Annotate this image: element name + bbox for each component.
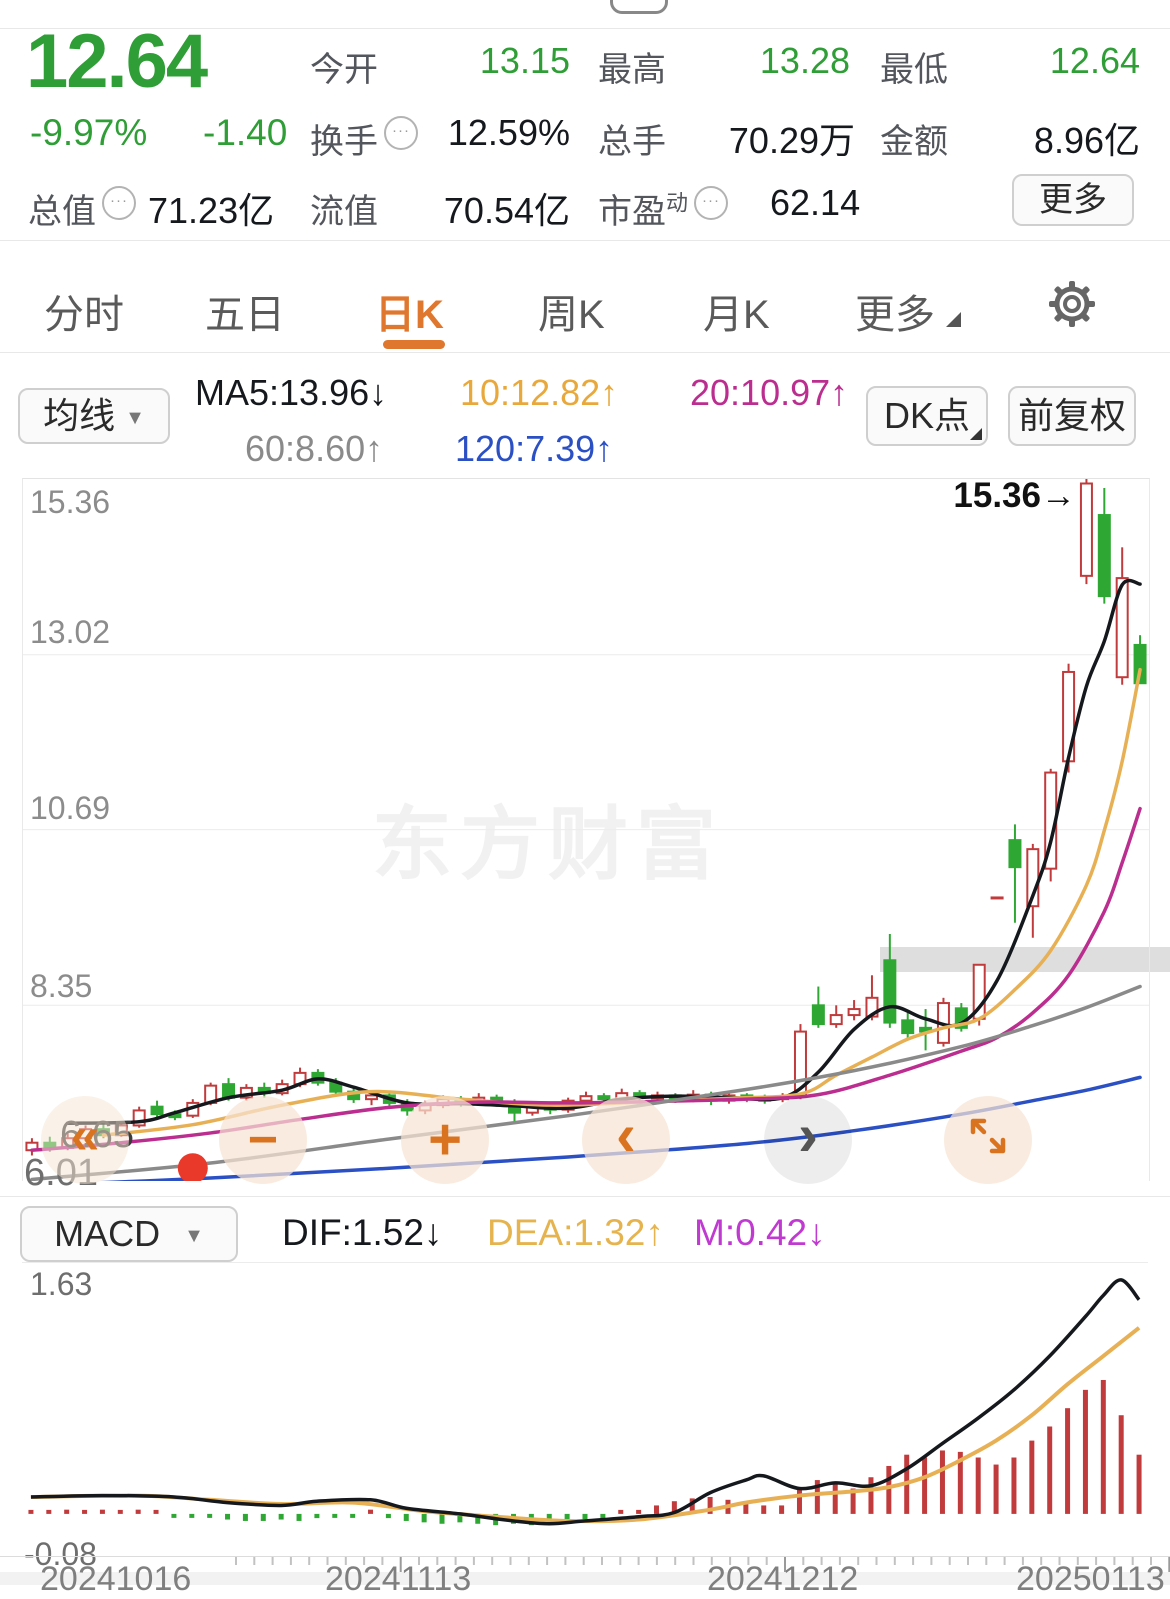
x-axis-label: 20241113 [325,1560,472,1598]
pan-right-icon: › [798,1101,818,1168]
y-axis-label: 15.36 [30,484,111,520]
change-percent: -9.97% [30,112,148,153]
tab-more-expand-icon [946,312,961,327]
dif-value: DIF:1.52↓ [282,1212,443,1253]
zoom-in-button[interactable]: + [401,1096,489,1184]
candlestick-chart[interactable] [22,478,1150,1181]
stat-label-amount: 金额 [880,123,948,161]
tab-minute[interactable]: 分时 [44,293,124,337]
top-partial-control [610,0,668,14]
ma60-value: 60:8.60↑ [245,428,384,469]
stat-label-turnover: 换手 ··· [310,114,418,163]
more-stats-button[interactable]: 更多 [1012,174,1134,226]
dk-expand-icon [970,428,982,440]
pan-left-button[interactable]: ‹ [582,1096,670,1184]
stat-value-high: 13.28 [759,40,850,81]
dea-value: DEA:1.32↑ [487,1212,664,1253]
ma120-value: 120:7.39↑ [455,428,614,469]
m-value: M:0.42↓ [694,1212,826,1253]
tab-weekly-k[interactable]: 周K [538,293,605,337]
y-axis-label: 8.35 [30,968,93,1004]
tab-more[interactable]: 更多 [855,293,935,337]
stat-label-low: 最低 [880,51,948,89]
header-divider [0,240,1170,241]
macd-max-label: 1.63 [30,1266,93,1302]
tab-monthly-k[interactable]: 月K [703,293,770,337]
x-axis-label: 20241016 [40,1560,192,1598]
ma-selector-button[interactable]: 均线 ▼ [18,388,170,444]
active-tab-underline [383,340,445,349]
adjust-mode-button[interactable]: 前复权 [1008,386,1136,446]
stat-value-floatcap: 70.54亿 [443,190,570,231]
arrow-right-icon: → [1041,476,1076,515]
stat-label-volume: 总手 [598,123,666,161]
stat-label-floatcap: 流值 [310,193,378,231]
macd-min-label: -0.08 [24,1536,97,1572]
macd-divider [0,1196,1170,1197]
macd-selector-button[interactable]: MACD ▼ [20,1206,238,1262]
rewind-icon: « [70,1107,100,1165]
tabbar-divider [0,352,1170,353]
stat-label-marketcap: 总值 ··· [28,184,136,233]
x-axis-strip [0,1572,1170,1585]
stat-value-low: 12.64 [1049,40,1140,81]
ma10-value: 10:12.82↑ [460,372,619,413]
pan-left-icon: ‹ [616,1101,636,1168]
macd-chart[interactable] [22,1262,1148,1559]
tab-fiveday[interactable]: 五日 [205,293,285,337]
zoom-in-icon: + [428,1107,462,1172]
zoom-out-button[interactable]: − [219,1096,307,1184]
change-value: -1.40 [203,112,288,153]
stat-value-open: 13.15 [479,40,570,81]
high-annotation: 15.36→ [953,476,1076,515]
pan-right-button[interactable]: › [764,1096,852,1184]
stat-label-high: 最高 [598,51,666,89]
ma5-value: MA5:13.96↓ [195,372,388,413]
x-axis-label: 20241212 [707,1560,859,1598]
zoom-out-icon: − [247,1111,279,1169]
y-axis-label: 13.02 [30,614,111,650]
stat-label-pe: 市盈动 ··· [598,184,729,233]
rewind-button[interactable]: « [41,1096,129,1184]
y-axis-label: 10.69 [30,790,111,826]
info-icon[interactable]: ··· [102,186,136,220]
x-axis-label: 20250113 [1016,1560,1165,1598]
ma20-value: 20:10.97↑ [690,372,849,413]
stat-value-pe: 62.14 [770,182,861,223]
stat-value-turnover: 12.59% [447,112,570,153]
fullscreen-icon [965,1113,1011,1168]
highlight-band [880,946,1170,973]
current-price: 12.64 [26,19,208,104]
tab-daily-k[interactable]: 日K [375,293,444,337]
dk-point-button[interactable]: DK点 [866,386,988,446]
chevron-down-icon: ▼ [125,407,145,429]
fullscreen-button[interactable] [944,1096,1032,1184]
stat-value-amount: 8.96亿 [1033,120,1140,161]
watermark: 东方财富 [372,800,724,889]
header-top-divider [0,28,1170,29]
stat-label-open: 今开 [310,51,378,89]
stat-value-volume: 70.29万 [728,120,855,161]
info-icon[interactable]: ··· [384,116,418,150]
x-axis-ruler [0,1556,1170,1572]
chart-settings-icon[interactable] [1048,280,1096,328]
stat-value-marketcap: 71.23亿 [148,190,275,231]
info-icon[interactable]: ··· [694,186,729,220]
chevron-down-icon: ▼ [184,1225,204,1247]
